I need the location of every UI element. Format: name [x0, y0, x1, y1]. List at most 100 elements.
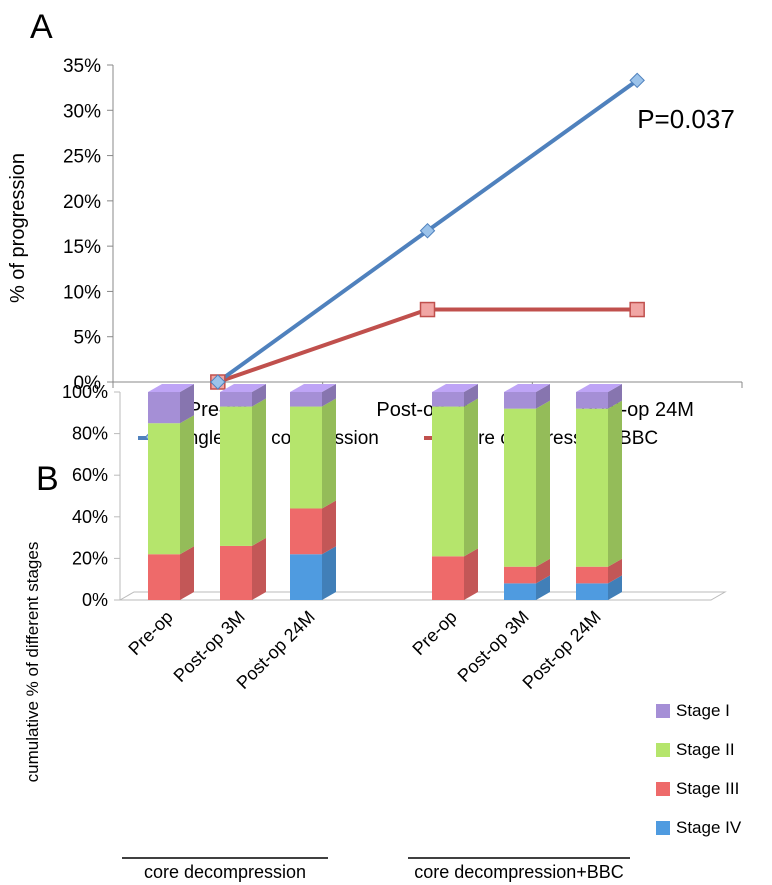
series-line-1: [217, 307, 638, 384]
stacked-bar-2: [290, 384, 336, 600]
y-axis-label-b: cumulative % of different stages: [23, 542, 42, 783]
group-label: core decompression+BBC: [414, 862, 624, 882]
bar-front: [148, 554, 180, 600]
y-axis-label-a: % of progression: [7, 153, 29, 303]
bar-front: [576, 392, 608, 409]
bar-segment-0-2: [148, 415, 194, 555]
bar-side: [608, 384, 622, 409]
p-value-annotation: P=0.037: [637, 104, 735, 134]
legend-label-core-bbc: core compression+BBC: [458, 428, 658, 449]
legend-label-b: Stage II: [676, 740, 735, 759]
bar-front: [576, 583, 608, 600]
chart-floor: [118, 591, 727, 601]
y-tick-label-a: 20%: [63, 192, 101, 213]
panel-label-b: B: [36, 460, 59, 498]
y-tick-label-a: 5%: [74, 328, 102, 349]
y-tick-label-a: 10%: [63, 282, 101, 303]
bar-segment-2-0: [290, 546, 336, 600]
legend-b: Stage I Stage II Stage III Stage IV: [656, 701, 742, 837]
bar-front: [432, 406, 464, 557]
bar-side: [322, 384, 336, 407]
bar-side: [464, 548, 478, 600]
bar-segment-5-2: [576, 400, 622, 567]
legend-item-b: Stage IV: [656, 818, 742, 837]
y-tick-label-a: 35%: [63, 56, 101, 77]
bar-front: [220, 392, 252, 407]
bar-segment-5-1: [576, 558, 622, 584]
legend-label-b: Stage I: [676, 701, 730, 720]
panel-label-a: A: [30, 8, 53, 46]
bar-side: [322, 398, 336, 509]
bar-segment-2-1: [290, 500, 336, 555]
data-point-0-0: [210, 374, 226, 390]
bar-side: [322, 500, 336, 555]
bar-side: [180, 546, 194, 600]
bar-front: [290, 406, 322, 509]
bar-front: [504, 583, 536, 600]
bar-top: [432, 384, 478, 392]
bar-segment-3-3: [432, 384, 478, 407]
bar-front: [290, 392, 322, 407]
legend-swatch: [656, 821, 670, 835]
group-label: core decompression: [144, 862, 306, 882]
bar-front: [504, 392, 536, 409]
bar-top: [504, 384, 550, 392]
y-tick-label-a: 15%: [63, 237, 101, 258]
y-tick-label-a: 0%: [74, 373, 102, 394]
bar-side: [536, 400, 550, 567]
y-tick-label-a: 25%: [63, 147, 101, 168]
bar-side: [180, 415, 194, 555]
bar-front: [432, 392, 464, 407]
bar-top: [576, 384, 622, 392]
stacked-bar-1: [220, 384, 266, 600]
data-point-0-1: [419, 222, 436, 239]
x-tick-label-b: Post-op 3M: [454, 607, 533, 686]
bar-side: [252, 398, 266, 546]
bar-side: [180, 384, 194, 424]
bar-segment-4-3: [504, 384, 550, 409]
data-point-1-2: [629, 301, 645, 318]
bar-top: [220, 384, 266, 392]
y-tick-label-b: 20%: [72, 548, 108, 568]
bar-side: [536, 558, 550, 584]
legend-swatch: [656, 704, 670, 718]
y-tick-label-b: 0%: [82, 590, 108, 610]
bar-front: [148, 423, 180, 555]
bar-segment-0-3: [148, 384, 194, 424]
y-tick-label-b: 100%: [62, 382, 108, 402]
legend-item-b: Stage II: [656, 740, 735, 759]
bar-segment-0-1: [148, 546, 194, 600]
bar-side: [536, 575, 550, 600]
stacked-bar-0: [148, 384, 194, 600]
bar-segment-5-3: [576, 384, 622, 409]
bar-front: [290, 508, 322, 555]
bar-front: [220, 406, 252, 546]
bar-segment-4-0: [504, 575, 550, 600]
bar-side: [464, 384, 478, 407]
y-tick-label-b: 80%: [72, 424, 108, 444]
bar-front: [576, 566, 608, 584]
bar-segment-3-1: [432, 548, 478, 600]
legend-item-b: Stage III: [656, 779, 739, 798]
legend-swatch: [656, 743, 670, 757]
bar-side: [608, 558, 622, 584]
bar-segment-2-2: [290, 398, 336, 509]
bar-segment-4-1: [504, 558, 550, 584]
bar-segment-1-2: [220, 398, 266, 546]
bar-top: [148, 384, 194, 392]
panel-a: A % of progression 0% 5% 10% 15% 20% 25% 30% 35…: [7, 8, 743, 449]
bar-side: [608, 575, 622, 600]
legend-item-b: Stage I: [656, 701, 730, 720]
bar-front: [576, 408, 608, 567]
bar-front: [220, 545, 252, 600]
bar-segment-2-3: [290, 384, 336, 407]
bar-front: [290, 554, 322, 600]
bar-side: [322, 546, 336, 600]
legend-label-b: Stage IV: [676, 818, 742, 837]
bar-segment-3-2: [432, 398, 478, 557]
bar-segment-4-2: [504, 400, 550, 567]
bar-segment-1-3: [220, 384, 266, 407]
bar-side: [252, 384, 266, 407]
bar-front: [432, 556, 464, 600]
